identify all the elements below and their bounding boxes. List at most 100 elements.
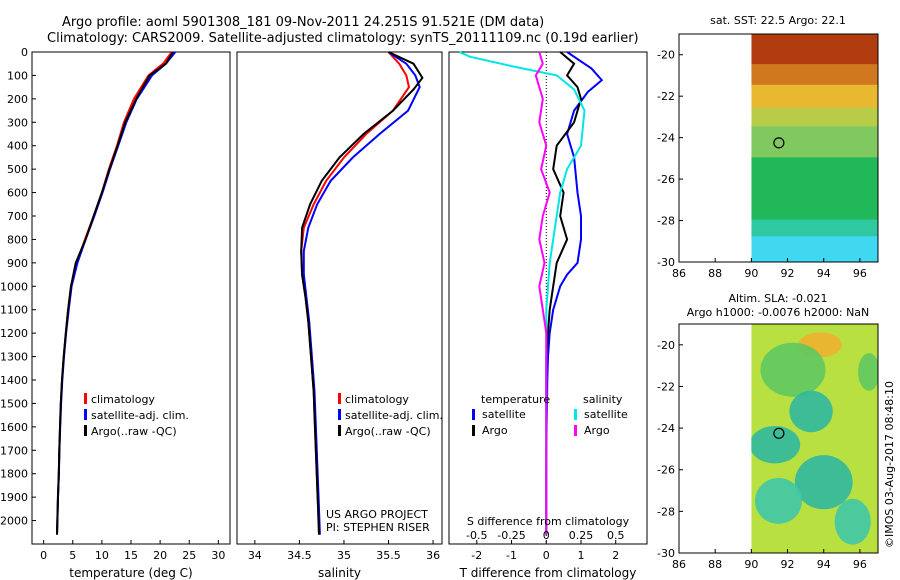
y-tick-label: -28 [657,505,675,518]
legend-swatch [574,409,577,420]
y-tick-label: -22 [657,380,675,393]
y-tick-label: -30 [657,256,675,269]
map-color-band [751,84,878,110]
x-tick-label: 30 [211,549,225,562]
map-title: Altim. SLA: -0.021 [728,292,827,305]
map-anomaly-blob [794,455,853,510]
x-axis-label: salinity [318,566,361,580]
map-color-band [751,64,878,87]
map-color-band [751,107,878,129]
map-subtitle: Argo h1000: -0.0076 h2000: NaN [687,306,870,319]
y-tick-label: -24 [657,132,675,145]
y-tick-label: 1600 [0,421,28,434]
x-tick-label: 5 [69,549,76,562]
argo-position-marker [773,427,785,439]
y-tick-label: -24 [657,422,675,435]
y-tick-label: 1100 [0,304,28,317]
y-tick-label: 400 [7,140,28,153]
y-tick-label: -26 [657,173,675,186]
map-anomaly-blob [751,426,801,464]
legend-label: satellite [584,408,628,421]
x-tick-label: 20 [153,549,167,562]
legend-label: satellite-adj. clim. [345,409,443,422]
y-tick-label: 600 [7,187,28,200]
sla-map-panel: 86 88 90 92 94 96 -20 -22 -24 -26 -28 -30 Altim. SLA… [657,292,879,571]
y-tick-label: 500 [7,163,28,176]
x-tick-label: 2 [612,549,619,562]
legend-swatch [84,393,87,404]
map-anomaly-blob [760,342,826,397]
x-tick-label: 36 [426,549,440,562]
project-credit: US ARGO PROJECT [326,508,428,521]
legend-swatch [574,425,577,436]
x-axis-label: temperature (deg C) [69,566,192,580]
x-tick-label: 86 [672,558,686,571]
x-tick-label: 90 [744,267,758,280]
x-tick-label: 10 [95,549,109,562]
x-tick-label: 96 [853,558,867,571]
y-tick-label: 1900 [0,491,28,504]
x2-tick-label: 0 [543,529,550,542]
legend-label: satellite [482,408,526,421]
y-tick-label: 300 [7,116,28,129]
x-tick-label: -1 [506,549,517,562]
legend-label: Argo(..raw -QC) [91,425,177,438]
x-tick-label: 25 [182,549,196,562]
map-anomaly-blob [834,498,871,545]
map-color-band [751,157,878,222]
x-tick-label: -2 [471,549,482,562]
legend-label: climatology [345,393,409,406]
temperature-panel: 0100200300400500600700800900100011001200… [0,46,231,580]
sst-map-panel: 86 88 90 92 94 96 -20 -22 -24 -26 -28 -30 sat. SST: … [657,14,879,280]
x2-tick-label: -0.25 [497,529,525,542]
series-line-s-argo [534,51,551,535]
x-tick-label: 15 [124,549,138,562]
y-tick-label: -20 [657,49,675,62]
x-tick-label: 34.5 [287,549,312,562]
timestamp-stamp: ©IMOS 03-Aug-2017 08:48:10 [883,381,896,548]
y-tick-label: 1500 [0,397,28,410]
plot-frame [236,51,443,545]
legend-label: Argo [584,424,610,437]
legend-swatch [84,409,87,420]
legend-swatch [472,425,475,436]
series-line-argo-raw-qc- [300,51,424,535]
legend-title-salinity: salinity [583,393,623,406]
y-tick-label: -20 [657,339,675,352]
x-tick-label: 90 [744,558,758,571]
difference-panel: -2 -1 0 1 2 -0.5 -0.25 0 0.25 0.5S difference fro… [448,51,648,580]
plot-frame [31,51,231,545]
map-anomaly-blob [754,478,803,524]
pi-credit: PI: STEPHEN RISER [326,521,430,534]
x-tick-label: 94 [817,267,831,280]
map-title: sat. SST: 22.5 Argo: 22.1 [710,14,846,27]
x2-tick-label: -0.5 [466,529,487,542]
x-tick-label: 0 [40,549,47,562]
legend-swatch [472,409,475,420]
y-tick-label: 900 [7,257,28,270]
y-tick-label: 0 [21,46,28,59]
map-data-layer [751,324,879,553]
map-data-layer [751,34,878,262]
legend-label: climatology [91,393,155,406]
y-tick-label: -30 [657,547,675,560]
x2-tick-label: 0.25 [569,529,594,542]
y-tick-label: -28 [657,215,675,228]
x-tick-label: 88 [708,558,722,571]
x2-axis-label: S difference from climatology [467,515,630,528]
y-tick-label: 1800 [0,468,28,481]
y-tick-label: 700 [7,210,28,223]
legend-label: Argo(..raw -QC) [345,425,431,438]
y-tick-label: 1700 [0,444,28,457]
map-color-band [751,236,878,262]
x-tick-label: 34 [248,549,262,562]
title-line-2: Climatology: CARS2009. Satellite-adjuste… [47,31,639,46]
map-color-band [751,34,878,67]
map-anomaly-blob [858,353,879,391]
map-frame [678,33,879,263]
argo-position-marker [773,137,785,149]
map-frame [678,323,879,554]
legend-title-temperature: temperature [481,393,550,406]
series-line-argo-raw-qc- [56,51,174,535]
